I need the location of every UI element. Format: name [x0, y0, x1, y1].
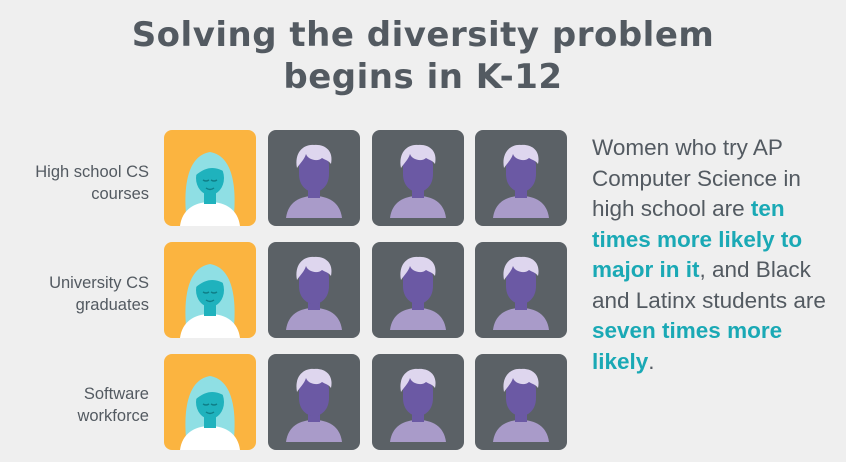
row-label-university: University CS graduates	[4, 272, 149, 316]
statement-text: Women who try AP Computer Science in hig…	[592, 133, 832, 377]
page-title: Solving the diversity problem begins in …	[0, 14, 846, 98]
row-label-line: courses	[91, 185, 149, 203]
statement-part-1: Women who try AP Computer Science in hig…	[592, 135, 801, 221]
man-avatar-icon	[372, 130, 464, 226]
row-label-high-school: High school CS courses	[4, 161, 149, 205]
man-avatar-icon	[372, 354, 464, 450]
statement-highlight-2: seven times more likely	[592, 318, 783, 374]
man-avatar-icon	[268, 242, 360, 338]
row-label-workforce: Software workforce	[4, 383, 149, 427]
man-avatar-icon	[475, 242, 567, 338]
man-avatar-icon	[475, 354, 567, 450]
title-line-2: begins in K-12	[283, 57, 563, 97]
row-label-line: workforce	[77, 407, 149, 425]
woman-avatar-icon	[164, 354, 256, 450]
title-line-1: Solving the diversity problem	[131, 15, 715, 55]
statement-part-2: , and Black and Latinx students are	[592, 257, 826, 313]
row-label-line: University CS	[49, 274, 149, 292]
row-label-line: Software	[83, 385, 149, 403]
row-label-line: graduates	[75, 296, 149, 314]
man-avatar-icon	[475, 130, 567, 226]
man-avatar-icon	[268, 354, 360, 450]
man-avatar-icon	[372, 242, 464, 338]
statement-highlight-1: ten times more likely to major in it	[592, 196, 803, 282]
woman-avatar-icon	[164, 130, 256, 226]
woman-avatar-icon	[164, 242, 256, 338]
man-avatar-icon	[268, 130, 360, 226]
statement-part-3: .	[648, 348, 655, 374]
row-label-line: High school CS	[35, 163, 149, 181]
